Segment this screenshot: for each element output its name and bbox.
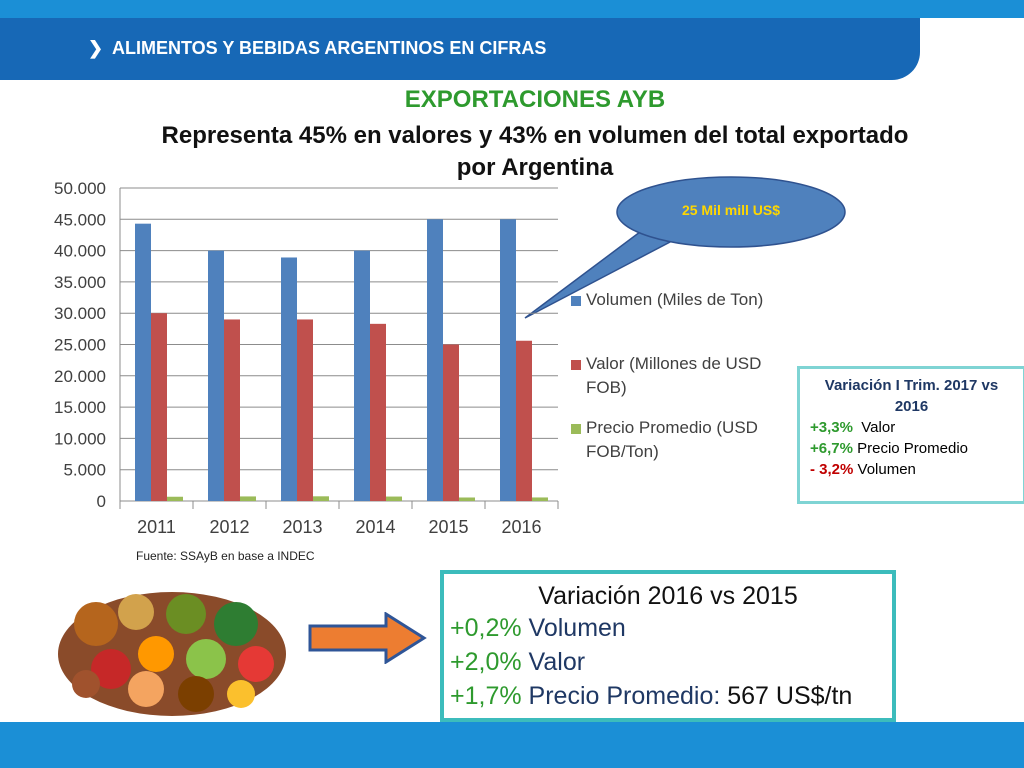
bar-valor [297, 319, 313, 501]
variation-trim-label: Precio Promedio [852, 440, 969, 457]
variation-year-line: +1,7% Precio Promedio: 567 US$/tn [450, 679, 892, 713]
legend-label-valor: Valor (Millones de USD FOB) [586, 354, 762, 397]
variation-year-pct: +0,2% [450, 614, 522, 642]
chevron-right-icon: ❯ [88, 38, 104, 58]
bar-precio [459, 497, 475, 501]
bar-precio [313, 496, 329, 501]
variation-year-label: Valor [521, 648, 586, 676]
legend-swatch-valor [571, 360, 581, 370]
bottom-bar [0, 722, 1024, 768]
y-tick-label: 0 [97, 492, 106, 511]
variation-year-box: Variación 2016 vs 2015 +0,2% Volumen +2,… [440, 570, 896, 722]
bar-volumen [208, 250, 224, 501]
bar-volumen [427, 219, 443, 502]
bar-valor [224, 319, 240, 501]
arrow-right-icon [308, 612, 427, 664]
bar-volumen [500, 219, 516, 502]
variation-trim-pct: +6,7% [810, 440, 853, 457]
x-tick-label: 2011 [137, 517, 176, 537]
variation-trim-lines: +3,3% Valor +6,7% Precio Promedio - 3,2%… [800, 417, 1023, 480]
bar-precio [167, 496, 183, 501]
variation-year-pct: +2,0% [450, 648, 522, 676]
bar-valor [370, 323, 386, 501]
bar-chart: 0 5.000 10.000 15.000 20.000 25.000 30.000 35.0… [54, 179, 559, 537]
variation-year-title: Variación 2016 vs 2015 [538, 582, 798, 610]
callout-bubble [524, 176, 846, 319]
x-tick-label: 2012 [209, 517, 249, 537]
variation-year-label: Precio Promedio: [521, 682, 728, 710]
x-tick-label: 2013 [282, 517, 322, 537]
y-tick-label: 50.000 [54, 179, 106, 198]
page-title: EXPORTACIONES AYB [404, 86, 666, 113]
variation-year-extra: 567 US$/tn [727, 682, 853, 710]
food-collage-image [58, 592, 286, 716]
variation-trim-pct: - 3,2% [810, 461, 854, 478]
y-tick-label: 35.000 [54, 273, 106, 292]
y-tick-label: 20.000 [54, 367, 106, 386]
variation-trim-line: +6,7% Precio Promedio [810, 438, 1023, 459]
variation-trim-title: Variación I Trim. 2017 vs 2016 [800, 375, 1023, 417]
variation-trim-title-line1: Variación I Trim. 2017 vs [824, 377, 999, 394]
bar-volumen [354, 250, 370, 501]
bar-volumen [281, 257, 297, 501]
variation-year-line: +0,2% Volumen [450, 611, 892, 645]
top-accent-bar [0, 0, 1024, 18]
bar-precio [240, 496, 256, 501]
variation-trim-label: Valor [852, 419, 896, 436]
variation-trim-title-line2: 2016 [894, 398, 929, 415]
x-tick-label: 2014 [355, 517, 395, 537]
bar-valor [516, 340, 532, 501]
header-title: ALIMENTOS Y BEBIDAS ARGENTINOS EN CIFRAS [112, 38, 547, 58]
variation-year-lines: +0,2% Volumen +2,0% Valor +1,7% Precio P… [444, 611, 892, 713]
bar-volumen [135, 223, 151, 501]
variation-trim-line: +3,3% Valor [810, 417, 1023, 438]
bar-precio [386, 496, 402, 501]
variation-trim-label: Volumen [853, 461, 916, 478]
subtitle-line-2: por Argentina [456, 154, 614, 181]
y-tick-label: 30.000 [54, 304, 106, 323]
variation-trim-box: Variación I Trim. 2017 vs 2016 +3,3% Val… [797, 366, 1024, 504]
bar-precio [532, 497, 548, 501]
bar-valor [443, 344, 459, 501]
y-tick-label: 15.000 [54, 398, 106, 417]
y-tick-label: 10.000 [54, 429, 106, 448]
variation-trim-pct: +3,3% [810, 419, 853, 436]
bar-valor [151, 313, 167, 501]
x-tick-label: 2015 [428, 517, 468, 537]
variation-trim-line: - 3,2% Volumen [810, 459, 1023, 480]
y-tick-label: 25.000 [54, 336, 106, 355]
source-note: Fuente: SSAyB en base a INDEC [136, 549, 315, 563]
y-tick-label: 45.000 [54, 210, 106, 229]
legend-label-volumen: Volumen (Miles de Ton) [586, 290, 764, 309]
variation-year-line: +2,0% Valor [450, 645, 892, 679]
header-band [0, 18, 920, 80]
legend-label-precio: Precio Promedio (USD FOB/Ton) [586, 418, 758, 461]
page-subtitle: Representa 45% en valores y 43% en volum… [60, 120, 1010, 184]
variation-year-label: Volumen [521, 614, 626, 642]
legend-swatch-precio [571, 424, 581, 434]
variation-year-pct: +1,7% [450, 682, 522, 710]
x-tick-label: 2016 [501, 517, 541, 537]
subtitle-line-1: Representa 45% en valores y 43% en volum… [161, 122, 909, 149]
callout-text: 25 Mil mill US$ [681, 202, 781, 218]
legend-swatch-volumen [571, 296, 581, 306]
y-tick-label: 5.000 [63, 461, 106, 480]
y-tick-label: 40.000 [54, 242, 106, 261]
